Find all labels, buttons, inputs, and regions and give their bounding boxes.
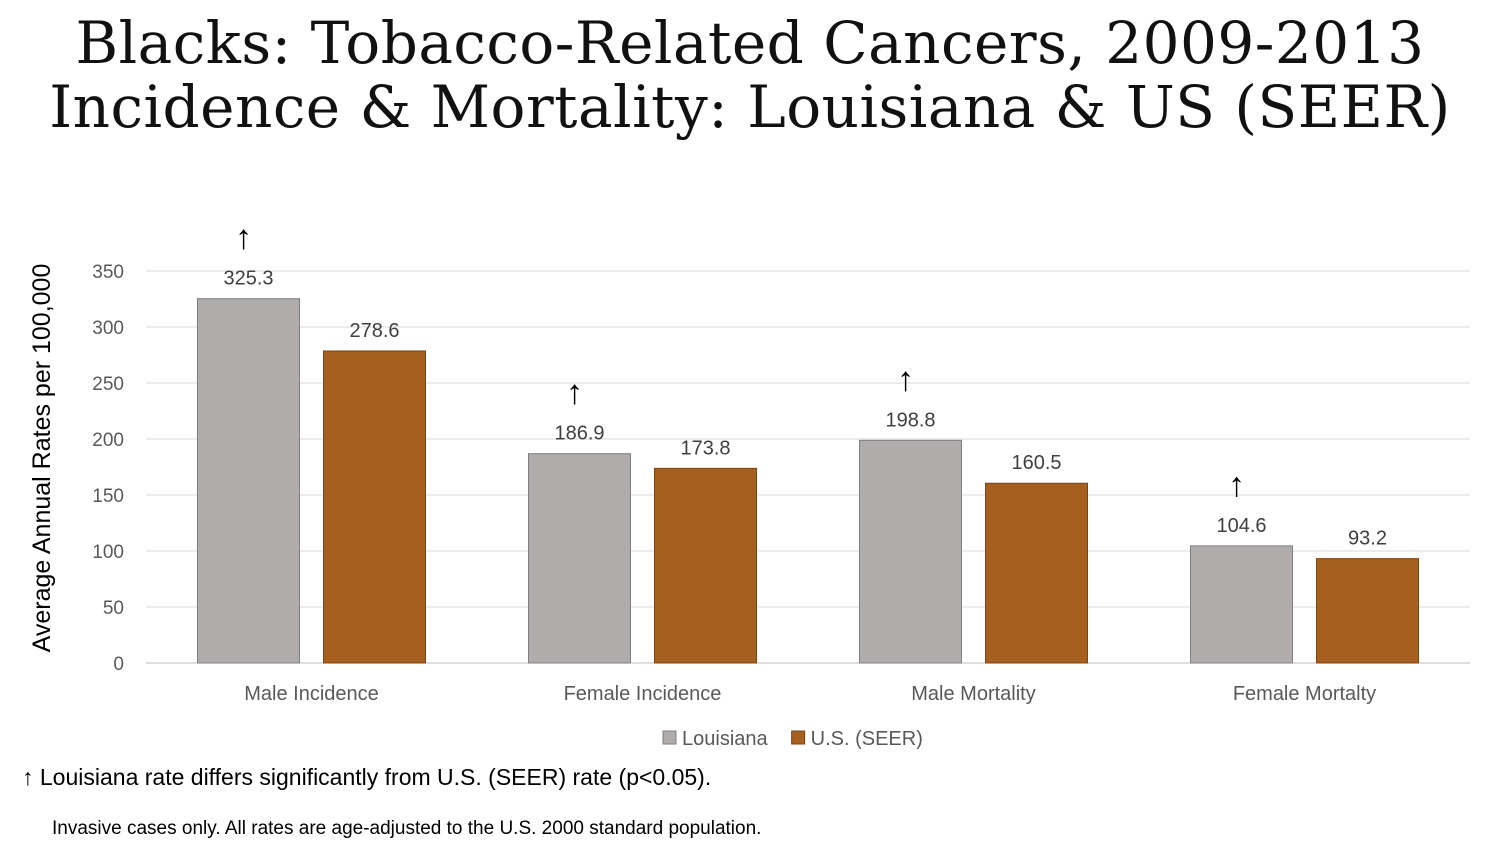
- y-tick-label: 0: [113, 654, 124, 675]
- bar-louisiana: [859, 439, 962, 664]
- bar-louisiana: [528, 453, 631, 664]
- up-arrow-icon: ↑: [235, 219, 252, 257]
- bar-louisiana: [197, 298, 300, 664]
- significance-footnote: ↑ Louisiana rate differs significantly f…: [22, 764, 711, 791]
- up-arrow-icon: ↑: [897, 360, 914, 398]
- data-labels: 325.3 278.6 186.9 173.8 198.8 160.5 104.6 93.2: [223, 268, 1387, 550]
- bar-us-seer: [323, 350, 426, 664]
- legend-label: U.S. (SEER): [811, 728, 923, 750]
- y-tick-label: 50: [103, 598, 124, 619]
- data-label: 160.5: [1011, 452, 1061, 474]
- bar-louisiana: [1190, 545, 1293, 664]
- x-category-label: Male Mortality: [911, 683, 1035, 705]
- y-tick-label: 350: [92, 262, 124, 283]
- data-label: 173.8: [680, 437, 730, 459]
- data-label: 104.6: [1216, 515, 1266, 537]
- data-label: 186.9: [554, 423, 604, 445]
- x-category-label: Female Incidence: [564, 683, 722, 705]
- up-arrow-icon: ↑: [566, 374, 583, 412]
- data-label: 93.2: [1348, 528, 1387, 550]
- significance-footnote-text: Louisiana rate differs significantly fro…: [39, 764, 712, 790]
- up-arrow-icon: ↑: [22, 764, 34, 790]
- methods-footnote: Invasive cases only. All rates are age-a…: [52, 818, 762, 839]
- y-axis-ticks: 0 50 100 150 200 250 300 350: [92, 262, 124, 675]
- y-tick-label: 150: [92, 486, 124, 507]
- data-label: 198.8: [885, 409, 935, 431]
- significance-arrows: ↑ ↑ ↑ ↑: [235, 219, 1245, 504]
- y-axis-label: Average Annual Rates per 100,000: [28, 264, 56, 653]
- x-axis-categories: Male Incidence Female Incidence Male Morta…: [244, 683, 1376, 705]
- legend-swatch-us-seer: [791, 730, 806, 745]
- bar-us-seer: [1316, 558, 1419, 664]
- chart-title-line-1: Blacks: Tobacco-Related Cancers, 2009-20…: [75, 9, 1425, 77]
- y-tick-label: 300: [92, 318, 124, 339]
- data-label: 278.6: [349, 320, 399, 342]
- y-tick-label: 200: [92, 430, 124, 451]
- x-category-label: Female Mortalty: [1233, 683, 1376, 705]
- y-tick-label: 100: [92, 542, 124, 563]
- chart-title-line-2: Incidence & Mortality: Louisiana & US (S…: [49, 73, 1451, 141]
- bar-us-seer: [985, 482, 1088, 664]
- x-category-label: Male Incidence: [244, 683, 379, 705]
- legend-swatch-louisiana: [662, 730, 677, 745]
- legend-label: Louisiana: [682, 728, 769, 750]
- y-tick-label: 250: [92, 374, 124, 395]
- bar-us-seer: [654, 467, 757, 664]
- bars: [197, 298, 1419, 664]
- up-arrow-icon: ↑: [1228, 466, 1245, 504]
- data-label: 325.3: [223, 268, 273, 290]
- legend: Louisiana U.S. (SEER): [662, 728, 923, 750]
